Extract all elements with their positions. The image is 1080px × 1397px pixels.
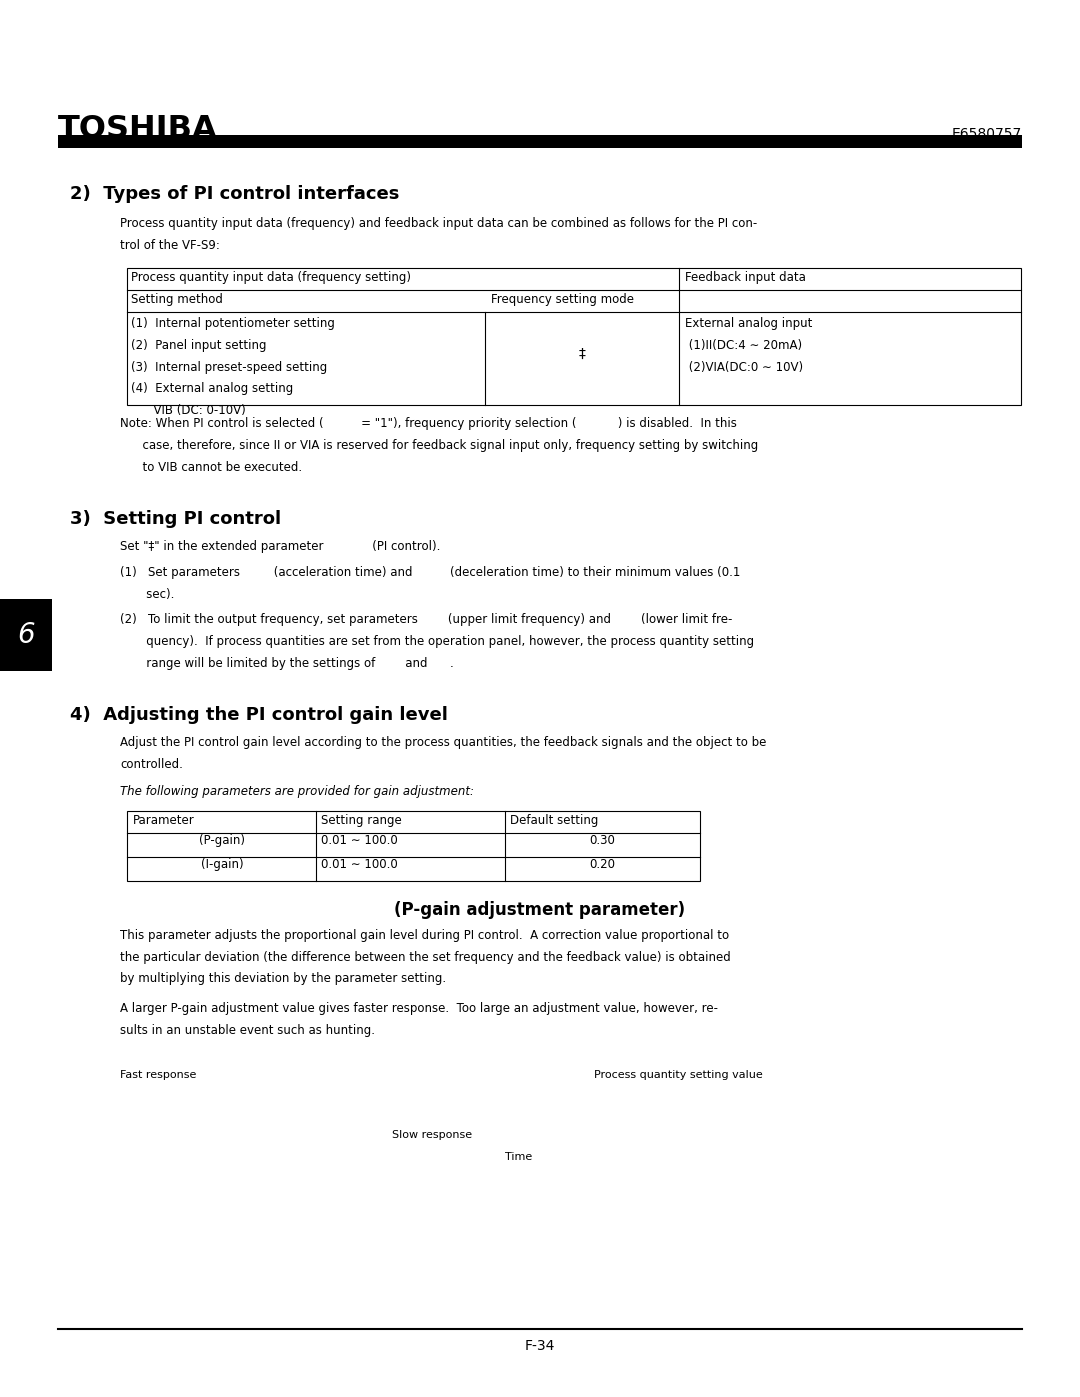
Text: Time: Time <box>504 1153 532 1162</box>
Text: The following parameters are provided for gain adjustment:: The following parameters are provided fo… <box>120 785 474 799</box>
Text: External analog input: External analog input <box>686 317 813 330</box>
Text: A larger P-gain adjustment value gives faster response.  Too large an adjustment: A larger P-gain adjustment value gives f… <box>120 1002 718 1016</box>
Text: sec).: sec). <box>120 588 174 601</box>
Text: Parameter: Parameter <box>133 814 194 827</box>
Text: controlled.: controlled. <box>120 757 183 771</box>
Text: Adjust the PI control gain level according to the process quantities, the feedba: Adjust the PI control gain level accordi… <box>120 736 767 749</box>
Bar <box>0 599 52 671</box>
Text: (P-gain adjustment parameter): (P-gain adjustment parameter) <box>394 901 686 919</box>
Text: to VIB cannot be executed.: to VIB cannot be executed. <box>120 461 302 474</box>
Text: (1)  Internal potentiometer setting: (1) Internal potentiometer setting <box>132 317 335 330</box>
Text: Process quantity input data (frequency) and feedback input data can be combined : Process quantity input data (frequency) … <box>120 217 757 231</box>
Text: Frequency setting mode: Frequency setting mode <box>490 293 634 306</box>
Text: range will be limited by the settings of        and      .: range will be limited by the settings of… <box>120 657 454 669</box>
Text: (4)  External analog setting: (4) External analog setting <box>132 383 294 395</box>
Text: Setting range: Setting range <box>322 814 402 827</box>
Text: (2)   To limit the output frequency, set parameters        (upper limit frequenc: (2) To limit the output frequency, set p… <box>120 613 732 626</box>
Text: ‡: ‡ <box>579 346 585 360</box>
Text: (P-gain): (P-gain) <box>199 834 245 847</box>
Text: 4)  Adjusting the PI control gain level: 4) Adjusting the PI control gain level <box>70 707 448 724</box>
Text: sults in an unstable event such as hunting.: sults in an unstable event such as hunti… <box>120 1024 375 1037</box>
Text: (I-gain): (I-gain) <box>201 858 243 870</box>
Text: the particular deviation (the difference between the set frequency and the feedb: the particular deviation (the difference… <box>120 951 731 964</box>
Text: (1)II(DC:4 ∼ 20mA): (1)II(DC:4 ∼ 20mA) <box>686 339 802 352</box>
Text: Note: When PI control is selected (          = "1"), frequency priority selectio: Note: When PI control is selected ( = "1… <box>120 418 737 430</box>
Text: Fast response: Fast response <box>120 1070 197 1080</box>
Text: case, therefore, since II or VIA is reserved for feedback signal input only, fre: case, therefore, since II or VIA is rese… <box>120 439 758 453</box>
Text: Setting method: Setting method <box>132 293 224 306</box>
Text: F-34: F-34 <box>525 1338 555 1354</box>
Text: 0.01 ∼ 100.0: 0.01 ∼ 100.0 <box>322 858 399 870</box>
Text: TOSHIBA: TOSHIBA <box>58 115 218 145</box>
Text: 2)  Types of PI control interfaces: 2) Types of PI control interfaces <box>70 184 400 203</box>
Text: Slow response: Slow response <box>392 1130 472 1140</box>
Text: Feedback input data: Feedback input data <box>686 271 807 285</box>
Text: by multiplying this deviation by the parameter setting.: by multiplying this deviation by the par… <box>120 972 446 985</box>
Text: 0.01 ∼ 100.0: 0.01 ∼ 100.0 <box>322 834 399 847</box>
Text: VIB (DC: 0-10V): VIB (DC: 0-10V) <box>132 404 246 416</box>
Text: 0.20: 0.20 <box>590 858 616 870</box>
Text: (1)   Set parameters         (acceleration time) and          (deceleration time: (1) Set parameters (acceleration time) a… <box>120 566 741 578</box>
Text: (2)  Panel input setting: (2) Panel input setting <box>132 339 267 352</box>
Text: This parameter adjusts the proportional gain level during PI control.  A correct: This parameter adjusts the proportional … <box>120 929 729 942</box>
Bar <box>127 812 700 882</box>
Text: (2)VIA(DC:0 ∼ 10V): (2)VIA(DC:0 ∼ 10V) <box>686 360 804 373</box>
Text: (3)  Internal preset-speed setting: (3) Internal preset-speed setting <box>132 360 327 373</box>
Text: Set "‡" in the extended parameter             (PI control).: Set "‡" in the extended parameter (PI co… <box>120 541 441 553</box>
Text: E6580757: E6580757 <box>951 127 1022 141</box>
Text: Process quantity setting value: Process quantity setting value <box>594 1070 762 1080</box>
Text: quency).  If process quantities are set from the operation panel, however, the p: quency). If process quantities are set f… <box>120 634 754 648</box>
Text: 6: 6 <box>17 620 35 648</box>
Bar <box>58 136 1022 148</box>
Text: Default setting: Default setting <box>510 814 598 827</box>
Text: 3)  Setting PI control: 3) Setting PI control <box>70 510 281 528</box>
Text: trol of the VF-S9:: trol of the VF-S9: <box>120 239 220 251</box>
Bar <box>127 268 1021 405</box>
Text: 0.30: 0.30 <box>590 834 616 847</box>
Text: Process quantity input data (frequency setting): Process quantity input data (frequency s… <box>132 271 411 285</box>
